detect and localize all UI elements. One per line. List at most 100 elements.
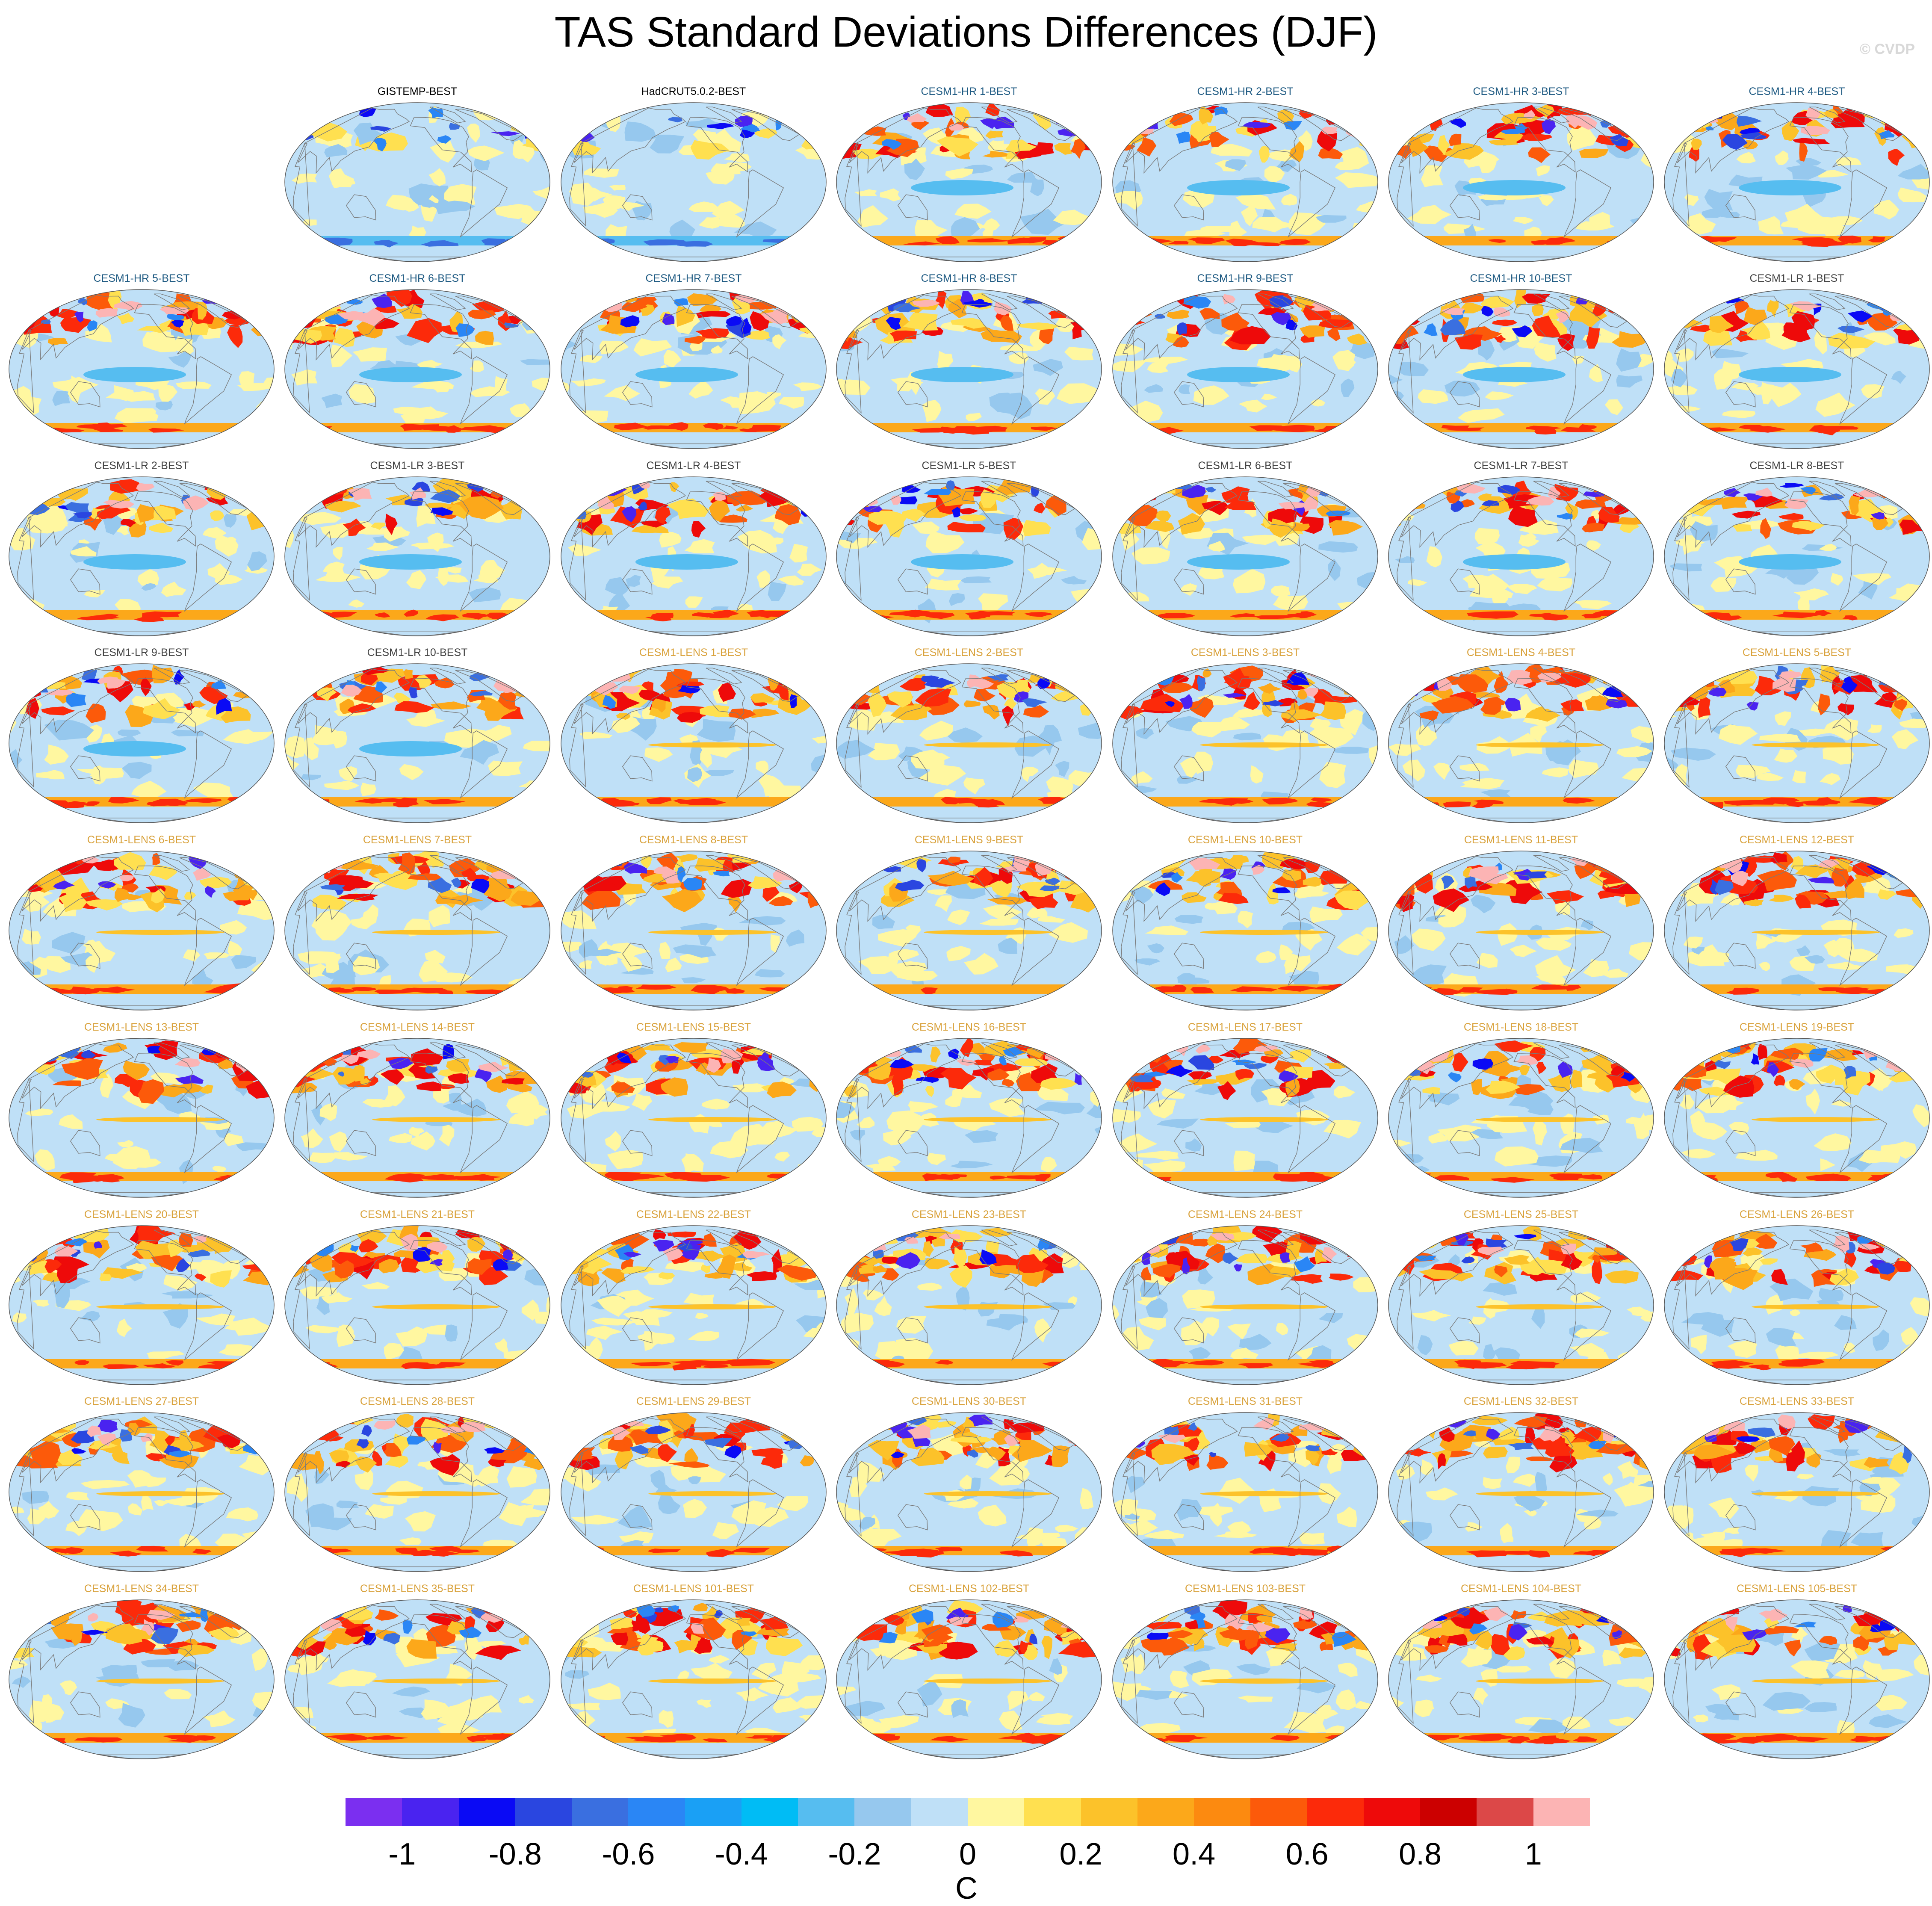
- world-map: [284, 1038, 550, 1198]
- colorbar-segment: [1024, 1798, 1081, 1826]
- world-map: [1664, 476, 1930, 636]
- map-panel: CESM1-LENS 27-BEST: [6, 1395, 277, 1575]
- world-map: [1388, 663, 1654, 823]
- world-map: [836, 1412, 1102, 1572]
- map-panel: CESM1-LENS 35-BEST: [282, 1583, 552, 1762]
- panel-label: CESM1-LENS 9-BEST: [914, 834, 1024, 846]
- world-map: [561, 476, 827, 636]
- colorbar-tick-label: -0.6: [602, 1837, 655, 1871]
- map-panel: CESM1-LR 1-BEST: [1662, 272, 1932, 452]
- colorbar-segment: [1081, 1798, 1138, 1826]
- map-panel: CESM1-LENS 10-BEST: [1110, 834, 1380, 1014]
- world-map: [836, 851, 1102, 1011]
- world-map: [561, 663, 827, 823]
- map-panel: CESM1-LENS 5-BEST: [1662, 647, 1932, 826]
- colorbar-segment: [685, 1798, 742, 1826]
- panel-label: CESM1-LENS 24-BEST: [1188, 1209, 1303, 1220]
- panel-label: CESM1-LR 10-BEST: [367, 647, 468, 659]
- map-panel: CESM1-LR 6-BEST: [1110, 460, 1380, 639]
- map-panel: CESM1-LENS 22-BEST: [558, 1209, 829, 1388]
- world-map: [1112, 289, 1378, 449]
- panel-label: CESM1-LR 8-BEST: [1749, 460, 1844, 472]
- map-panel: CESM1-LENS 24-BEST: [1110, 1209, 1380, 1388]
- panel-label: CESM1-LENS 1-BEST: [639, 647, 748, 659]
- map-panel: CESM1-LENS 23-BEST: [834, 1209, 1104, 1388]
- panel-label: GISTEMP-BEST: [377, 86, 458, 98]
- panel-label: CESM1-HR 6-BEST: [369, 272, 466, 284]
- world-map: [1112, 476, 1378, 636]
- world-map: [836, 476, 1102, 636]
- panel-label: CESM1-LR 5-BEST: [922, 460, 1016, 472]
- world-map: [1112, 1599, 1378, 1759]
- map-panel: CESM1-LENS 18-BEST: [1386, 1021, 1656, 1201]
- panel-label: CESM1-LENS 104-BEST: [1460, 1583, 1582, 1595]
- map-panel: CESM1-LR 2-BEST: [6, 460, 277, 639]
- map-panel: CESM1-HR 1-BEST: [834, 86, 1104, 265]
- colorbar-segment: [402, 1798, 459, 1826]
- panel-label: CESM1-LENS 17-BEST: [1188, 1021, 1303, 1033]
- colorbar-segment: [515, 1798, 572, 1826]
- map-panel: CESM1-LENS 32-BEST: [1386, 1395, 1656, 1575]
- colorbar-segment: [968, 1798, 1025, 1826]
- panel-label: CESM1-LENS 18-BEST: [1463, 1021, 1579, 1033]
- panel-label: CESM1-LR 3-BEST: [370, 460, 465, 472]
- world-map: [284, 102, 550, 262]
- world-map: [9, 1412, 275, 1572]
- map-panel: CESM1-LENS 4-BEST: [1386, 647, 1656, 826]
- colorbar-tick-label: 0.4: [1173, 1837, 1216, 1871]
- map-panel: CESM1-HR 8-BEST: [834, 272, 1104, 452]
- panel-label: CESM1-LR 6-BEST: [1198, 460, 1293, 472]
- map-panel: CESM1-LENS 101-BEST: [558, 1583, 829, 1762]
- world-map: [1388, 1599, 1654, 1759]
- world-map: [1664, 663, 1930, 823]
- panel-label: HadCRUT5.0.2-BEST: [641, 86, 746, 98]
- map-panel: CESM1-LENS 11-BEST: [1386, 834, 1656, 1014]
- panel-label: CESM1-LENS 103-BEST: [1185, 1583, 1306, 1595]
- map-panel: CESM1-LENS 30-BEST: [834, 1395, 1104, 1575]
- panel-label: CESM1-LENS 102-BEST: [908, 1583, 1030, 1595]
- map-panel: CESM1-LENS 33-BEST: [1662, 1395, 1932, 1575]
- world-map: [1112, 102, 1378, 262]
- world-map: [1664, 1412, 1930, 1572]
- panel-label: CESM1-LENS 26-BEST: [1739, 1209, 1855, 1220]
- world-map: [561, 1599, 827, 1759]
- colorbar-segment: [911, 1798, 968, 1826]
- map-panel: CESM1-LENS 9-BEST: [834, 834, 1104, 1014]
- map-panel: CESM1-LENS 25-BEST: [1386, 1209, 1656, 1388]
- panel-label: CESM1-LR 7-BEST: [1474, 460, 1569, 472]
- world-map: [284, 1225, 550, 1385]
- world-map: [1388, 289, 1654, 449]
- world-map: [9, 476, 275, 636]
- map-panel: CESM1-LENS 28-BEST: [282, 1395, 552, 1575]
- map-panel: CESM1-LENS 31-BEST: [1110, 1395, 1380, 1575]
- colorbar-segment: [1194, 1798, 1251, 1826]
- world-map: [1112, 1412, 1378, 1572]
- world-map: [1664, 102, 1930, 262]
- panel-label: CESM1-HR 5-BEST: [93, 272, 190, 284]
- panel-label: CESM1-HR 4-BEST: [1749, 86, 1845, 98]
- world-map: [1388, 1225, 1654, 1385]
- world-map: [1664, 289, 1930, 449]
- panel-label: CESM1-LENS 27-BEST: [84, 1395, 199, 1407]
- panel-label: CESM1-LENS 16-BEST: [911, 1021, 1027, 1033]
- map-panel: CESM1-HR 10-BEST: [1386, 272, 1656, 452]
- panel-label: CESM1-LR 2-BEST: [94, 460, 189, 472]
- panel-label: CESM1-LENS 5-BEST: [1742, 647, 1852, 659]
- world-map: [1112, 663, 1378, 823]
- world-map: [836, 663, 1102, 823]
- map-panel: GISTEMP-BEST: [282, 86, 552, 265]
- world-map: [1388, 476, 1654, 636]
- world-map: [836, 289, 1102, 449]
- map-panel: CESM1-LR 4-BEST: [558, 460, 829, 639]
- map-panel: CESM1-LENS 7-BEST: [282, 834, 552, 1014]
- map-panel: CESM1-LENS 26-BEST: [1662, 1209, 1932, 1388]
- map-panel: CESM1-LR 8-BEST: [1662, 460, 1932, 639]
- world-map: [1388, 851, 1654, 1011]
- map-panel: CESM1-LENS 105-BEST: [1662, 1583, 1932, 1762]
- map-panel: CESM1-LR 9-BEST: [6, 647, 277, 826]
- map-panel-grid: GISTEMP-BEST HadCRUT5.0.2-BEST CESM1-HR 1-…: [6, 86, 1932, 1762]
- colorbar-segment: [1363, 1798, 1421, 1826]
- panel-label: CESM1-HR 7-BEST: [645, 272, 742, 284]
- world-map: [561, 1038, 827, 1198]
- world-map: [284, 851, 550, 1011]
